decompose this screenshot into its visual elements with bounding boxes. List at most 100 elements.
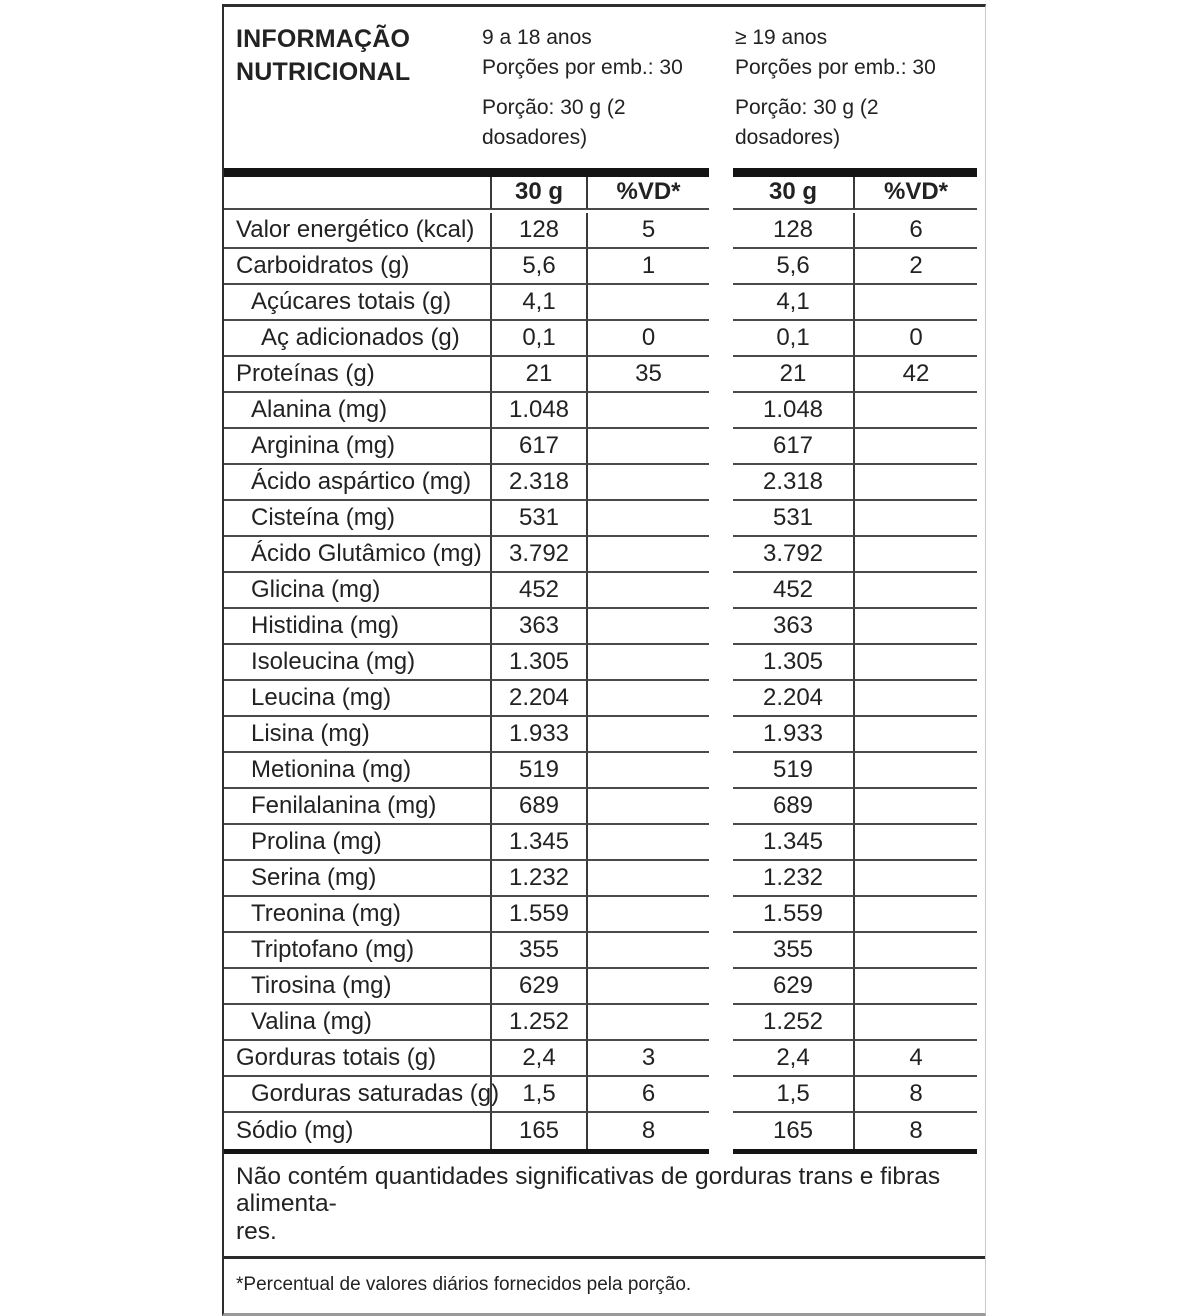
amount-value-group-2: 617	[733, 428, 855, 465]
daily-value-group-1	[588, 789, 709, 825]
daily-value-group-2	[855, 933, 977, 969]
amount-value-group-1: 689	[492, 788, 588, 825]
nutrient-label: Cisteína (mg)	[224, 500, 492, 537]
note-line-2: res.	[236, 1217, 277, 1245]
daily-value-group-2	[855, 789, 977, 825]
nutrient-label: Alanina (mg)	[224, 392, 492, 429]
column-gap	[709, 501, 733, 537]
daily-value-group-2	[855, 753, 977, 789]
amount-value-group-1: 531	[492, 500, 588, 537]
daily-value-group-2	[855, 645, 977, 681]
column-gap	[709, 213, 733, 249]
daily-value-group-1	[588, 429, 709, 465]
amount-value-group-2: 519	[733, 752, 855, 789]
nutrient-label: Gorduras totais (g)	[224, 1040, 492, 1077]
daily-value-group-1	[588, 501, 709, 537]
daily-value-group-2: 8	[909, 1116, 923, 1144]
column-gap	[709, 825, 733, 861]
serving-info-group-2: ≥ 19 anos Porções por emb.: 30 Porção: 3…	[735, 23, 985, 154]
daily-value-group-1: 0	[588, 321, 709, 357]
amount-value-group-1: 4,1	[492, 284, 588, 321]
amount-value-group-2: 1.048	[733, 392, 855, 429]
amount-value-group-2: 1.933	[733, 716, 855, 753]
amount-value-group-1: 1.252	[492, 1004, 588, 1041]
column-gap	[709, 1005, 733, 1041]
daily-value-group-2	[855, 861, 977, 897]
nutrient-label: Proteínas (g)	[224, 356, 492, 393]
panel-header: INFORMAÇÃO NUTRICIONAL 9 a 18 anos Porçõ…	[224, 7, 985, 168]
col-header-dv-group-1: %VD*	[588, 177, 709, 210]
amount-value-group-2: 1.559	[733, 896, 855, 933]
nutrient-label: Metionina (mg)	[224, 752, 492, 789]
col-header-amount-group-2: 30 g	[733, 176, 855, 210]
amount-value-group-1: 1,5	[492, 1076, 588, 1113]
column-gap	[709, 681, 733, 717]
heavy-bar-bottom-group-1	[224, 1148, 709, 1154]
daily-value-group-2	[855, 393, 977, 429]
daily-value-group-2: 0	[855, 321, 977, 357]
column-gap	[709, 609, 733, 645]
col-header-amount-group-1: 30 g	[492, 176, 588, 210]
amount-value-group-2: 355	[733, 932, 855, 969]
serving-size-group-1: Porção: 30 g (2 dosadores)	[482, 95, 626, 150]
column-gap	[709, 969, 733, 1005]
daily-value-group-2	[855, 969, 977, 1005]
amount-value-group-1: 3.792	[492, 536, 588, 573]
daily-value-group-2	[855, 609, 977, 645]
amount-value-group-2: 452	[733, 572, 855, 609]
amount-value-group-1: 2.318	[492, 464, 588, 501]
amount-value-group-1: 165	[492, 1112, 588, 1149]
amount-value-group-2: 1.252	[733, 1004, 855, 1041]
column-gap	[709, 429, 733, 465]
daily-value-group-1: 3	[588, 1041, 709, 1077]
daily-value-group-1	[588, 681, 709, 717]
daily-value-group-1	[588, 573, 709, 609]
heavy-bar-top-group-1	[224, 167, 709, 177]
daily-value-group-1: 35	[588, 357, 709, 393]
daily-value-group-1	[588, 969, 709, 1005]
amount-value-group-1: 1.232	[492, 860, 588, 897]
nutrient-label: Fenilalanina (mg)	[224, 788, 492, 825]
column-gap	[709, 573, 733, 609]
daily-value-group-1: 5	[588, 213, 709, 249]
amount-value-group-1: 519	[492, 752, 588, 789]
servings-per-package-group-1: Porções por emb.: 30	[482, 56, 683, 80]
column-gap	[709, 285, 733, 321]
daily-value-group-1	[588, 285, 709, 321]
daily-value-group-1	[588, 753, 709, 789]
no-significant-amounts-note: Não contém quantidades significativas de…	[224, 1154, 985, 1255]
daily-value-group-1	[588, 861, 709, 897]
serving-info-group-1: 9 a 18 anos Porções por emb.: 30 Porção:…	[482, 23, 735, 154]
column-gap	[709, 1113, 733, 1149]
column-gap	[709, 933, 733, 969]
daily-value-group-1: 6	[588, 1077, 709, 1113]
amount-value-group-2: 3.792	[733, 536, 855, 573]
nutrient-label: Carboidratos (g)	[224, 248, 492, 285]
amount-value-group-1: 355	[492, 932, 588, 969]
daily-value-group-2	[855, 1005, 977, 1041]
amount-value-group-1: 1.345	[492, 824, 588, 861]
amount-value-group-1: 617	[492, 428, 588, 465]
column-gap	[709, 645, 733, 681]
daily-value-group-1	[588, 825, 709, 861]
daily-value-group-1	[588, 897, 709, 933]
nutrient-label: Açúcares totais (g)	[224, 284, 492, 321]
panel-title: INFORMAÇÃO NUTRICIONAL	[236, 25, 411, 86]
amount-value-group-1: 363	[492, 608, 588, 645]
column-gap	[709, 1077, 733, 1113]
daily-value-group-2: 8	[855, 1077, 977, 1113]
nutrition-facts-panel: INFORMAÇÃO NUTRICIONAL 9 a 18 anos Porçõ…	[222, 4, 986, 1316]
amount-value-group-2: 128	[733, 212, 855, 249]
daily-value-group-2	[855, 681, 977, 717]
daily-value-group-2: 4	[855, 1041, 977, 1077]
amount-value-group-2: 1.232	[733, 860, 855, 897]
header-spacer-cell	[224, 176, 492, 210]
amount-value-group-1: 1.559	[492, 896, 588, 933]
daily-value-group-2: 2	[855, 249, 977, 285]
column-gap	[709, 861, 733, 897]
amount-value-group-2: 2.318	[733, 464, 855, 501]
nutrient-label: Aç adicionados (g)	[224, 320, 492, 357]
nutrient-label: Ácido Glutâmico (mg)	[224, 536, 492, 573]
nutrient-label: Serina (mg)	[224, 860, 492, 897]
column-gap	[709, 321, 733, 357]
